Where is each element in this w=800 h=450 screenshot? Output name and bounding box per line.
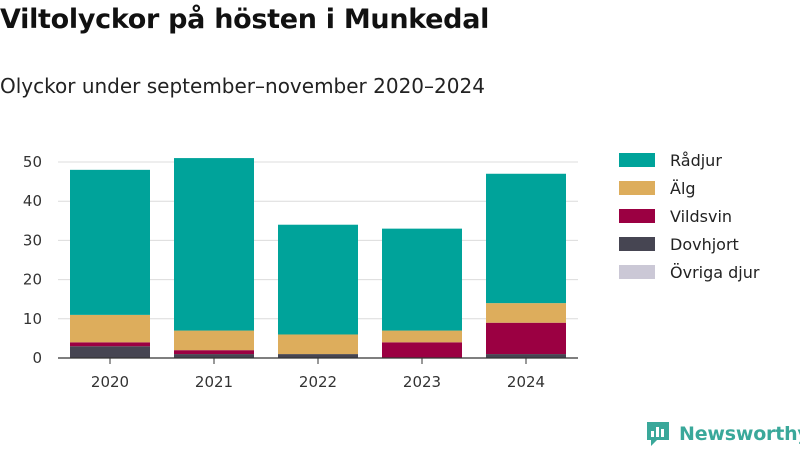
legend-label: Vildsvin bbox=[670, 206, 733, 226]
x-tick-label: 2021 bbox=[195, 373, 233, 391]
legend-label: Övriga djur bbox=[670, 262, 760, 282]
legend-item: Dovhjort bbox=[619, 230, 759, 258]
legend-label: Älg bbox=[670, 178, 696, 198]
axes: 0 10 20 30 40 50 2020 2021 2022 2023 2024 bbox=[23, 153, 578, 391]
y-tick-label: 10 bbox=[23, 310, 42, 328]
chart-title: Viltolyckor på hösten i Munkedal bbox=[0, 4, 490, 35]
bar-segment bbox=[382, 330, 462, 343]
bar-segment bbox=[174, 354, 254, 358]
legend-item: Älg bbox=[619, 174, 759, 202]
y-tick-label: 0 bbox=[32, 349, 42, 367]
bars bbox=[70, 158, 566, 358]
legend-swatch bbox=[619, 237, 655, 251]
y-tick-label: 50 bbox=[23, 153, 42, 171]
x-tick-label: 2023 bbox=[403, 373, 441, 391]
bar-segment bbox=[278, 354, 358, 358]
bar-segment bbox=[70, 169, 150, 315]
y-tick-label: 40 bbox=[23, 192, 42, 210]
bar-segment bbox=[486, 322, 566, 355]
y-tick-label: 30 bbox=[23, 231, 42, 249]
brand-logo: Newsworthy bbox=[645, 420, 800, 448]
bar-segment bbox=[486, 354, 566, 358]
bar-segment bbox=[70, 342, 150, 347]
bar-segment bbox=[486, 303, 566, 323]
legend-label: Dovhjort bbox=[670, 234, 739, 254]
bar-segment bbox=[174, 350, 254, 355]
chart-subtitle: Olyckor under september–november 2020–20… bbox=[0, 74, 485, 98]
legend-item: Vildsvin bbox=[619, 202, 759, 230]
bar-segment bbox=[174, 330, 254, 351]
legend-item: Rådjur bbox=[619, 146, 759, 174]
bar-segment bbox=[174, 158, 254, 331]
legend-swatch bbox=[619, 265, 655, 279]
legend-item: Övriga djur bbox=[619, 258, 759, 286]
legend-label: Rådjur bbox=[670, 150, 722, 170]
legend-swatch bbox=[619, 181, 655, 195]
bar-segment bbox=[382, 342, 462, 358]
x-tick-label: 2024 bbox=[507, 373, 545, 391]
bar-segment bbox=[278, 224, 358, 335]
x-tick-label: 2020 bbox=[91, 373, 129, 391]
newsworthy-logo-icon bbox=[647, 422, 669, 446]
bar-segment bbox=[70, 346, 150, 358]
legend-swatch bbox=[619, 153, 655, 167]
bar-segment bbox=[70, 314, 150, 343]
legend-swatch bbox=[619, 209, 655, 223]
bar-segment bbox=[278, 334, 358, 355]
bar-segment bbox=[486, 173, 566, 304]
x-tick-label: 2022 bbox=[299, 373, 337, 391]
brand-name: Newsworthy bbox=[679, 423, 800, 445]
legend: Rådjur Älg Vildsvin Dovhjort Övriga djur bbox=[619, 146, 759, 286]
y-tick-label: 20 bbox=[23, 271, 42, 289]
bar-segment bbox=[382, 228, 462, 331]
